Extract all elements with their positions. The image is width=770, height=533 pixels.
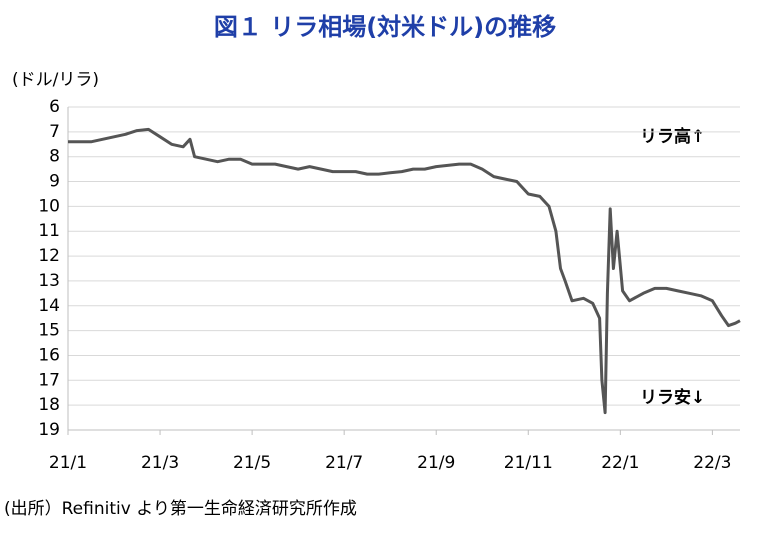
y-tick-label: 6 — [49, 97, 60, 117]
x-tick-label: 21/3 — [141, 453, 179, 473]
x-tick-label: 21/7 — [325, 453, 363, 473]
y-tick-label: 12 — [38, 246, 60, 266]
chart-title: 図１ リラ相場(対米ドル)の推移 — [214, 13, 556, 41]
y-tick-label: 16 — [38, 345, 60, 365]
data-line — [68, 127, 741, 415]
y-tick-label: 13 — [38, 271, 60, 291]
x-tick-label: 21/11 — [504, 453, 553, 473]
y-tick-label: 10 — [38, 196, 60, 216]
y-tick-label: 19 — [38, 420, 60, 440]
x-tick-label: 22/1 — [601, 453, 639, 473]
y-tick-label: 9 — [49, 172, 60, 192]
source-note: (出所）Refinitiv より第一生命経済研究所作成 — [4, 499, 357, 519]
y-tick-label: 18 — [38, 395, 60, 415]
y-tick-label: 7 — [49, 122, 60, 142]
x-tick-label: 21/5 — [233, 453, 271, 473]
x-tick-label: 21/1 — [49, 453, 87, 473]
annotation: リラ安↓ — [640, 387, 705, 408]
x-tick-label: 21/9 — [417, 453, 455, 473]
y-tick-label: 14 — [38, 296, 60, 316]
annotation: リラ高↑ — [640, 126, 705, 147]
y-axis-label: (ドル/リラ) — [12, 70, 99, 90]
x-tick-label: 22/3 — [693, 453, 731, 473]
y-tick-label: 17 — [38, 370, 60, 390]
y-tick-label: 11 — [38, 221, 60, 241]
y-tick-label: 15 — [38, 321, 60, 341]
y-tick-label: 8 — [49, 147, 60, 167]
